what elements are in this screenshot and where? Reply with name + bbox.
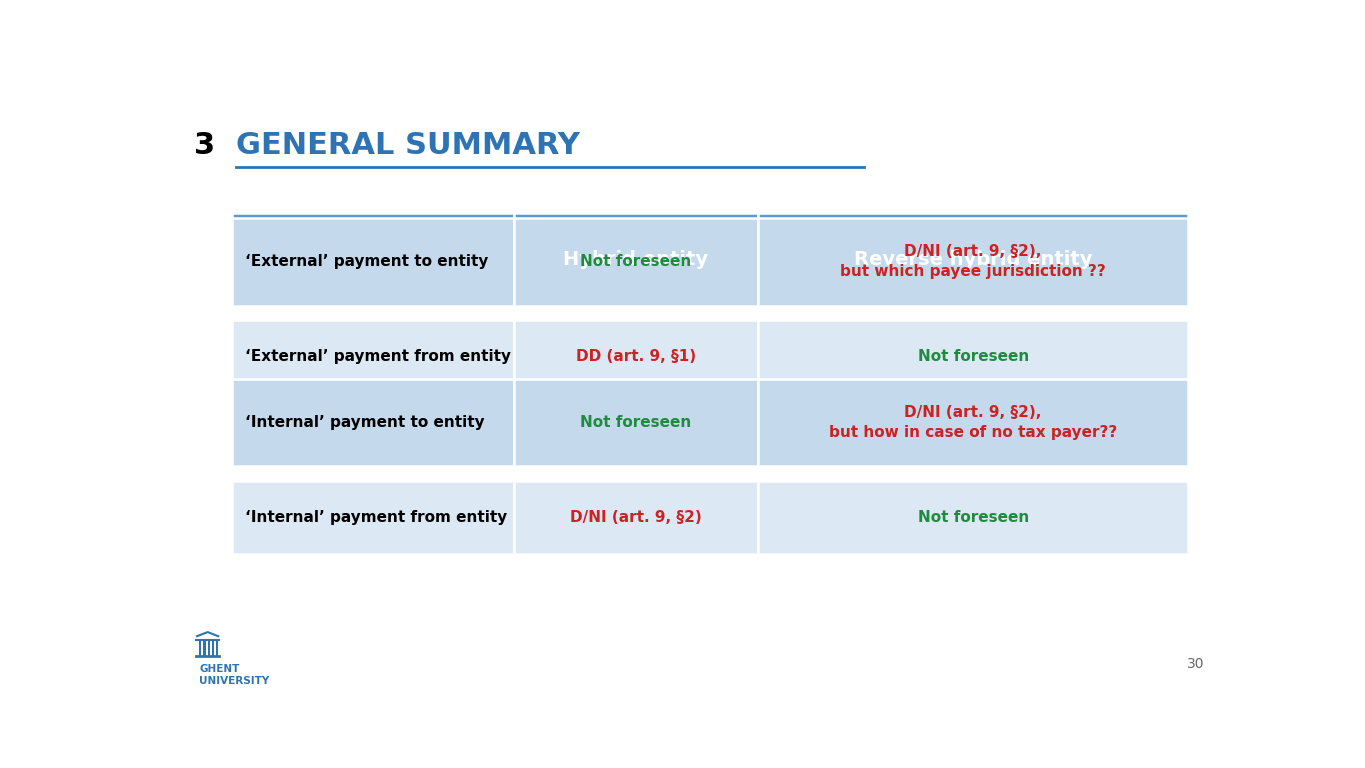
FancyBboxPatch shape	[212, 641, 214, 656]
FancyBboxPatch shape	[232, 319, 515, 393]
Text: DD (art. 9, §1): DD (art. 9, §1)	[576, 349, 696, 364]
Text: Reverse hybrid entity: Reverse hybrid entity	[854, 250, 1092, 269]
FancyBboxPatch shape	[207, 641, 210, 656]
FancyBboxPatch shape	[199, 641, 201, 656]
Text: D/NI (art. 9, §2): D/NI (art. 9, §2)	[571, 510, 702, 525]
Text: GHENT
UNIVERSITY: GHENT UNIVERSITY	[199, 664, 269, 687]
Text: D/NI (art. 9, §2),
but which payee jurisdiction ??: D/NI (art. 9, §2), but which payee juris…	[841, 244, 1106, 280]
FancyBboxPatch shape	[515, 481, 758, 554]
FancyBboxPatch shape	[232, 218, 515, 306]
FancyBboxPatch shape	[758, 214, 1189, 306]
FancyBboxPatch shape	[515, 319, 758, 393]
FancyBboxPatch shape	[232, 379, 515, 466]
FancyBboxPatch shape	[515, 214, 758, 306]
FancyBboxPatch shape	[758, 481, 1189, 554]
FancyBboxPatch shape	[232, 214, 515, 306]
Text: 3: 3	[194, 131, 216, 160]
FancyBboxPatch shape	[203, 641, 206, 656]
FancyBboxPatch shape	[232, 481, 515, 554]
FancyBboxPatch shape	[515, 218, 758, 306]
Text: ‘Internal’ payment to entity: ‘Internal’ payment to entity	[244, 415, 485, 430]
Text: Hybrid entity: Hybrid entity	[564, 250, 708, 269]
Text: ‘External’ payment to entity: ‘External’ payment to entity	[244, 254, 489, 270]
Text: D/NI (art. 9, §2),
but how in case of no tax payer??: D/NI (art. 9, §2), but how in case of no…	[829, 406, 1118, 440]
Text: Not foreseen: Not foreseen	[580, 254, 692, 270]
Text: Not foreseen: Not foreseen	[917, 510, 1029, 525]
Text: 30: 30	[1186, 657, 1204, 670]
Text: Not foreseen: Not foreseen	[580, 415, 692, 430]
Text: ‘External’ payment from entity: ‘External’ payment from entity	[244, 349, 511, 364]
Text: Not foreseen: Not foreseen	[917, 349, 1029, 364]
Text: GENERAL SUMMARY: GENERAL SUMMARY	[236, 131, 580, 160]
FancyBboxPatch shape	[758, 379, 1189, 466]
FancyBboxPatch shape	[515, 379, 758, 466]
FancyBboxPatch shape	[758, 218, 1189, 306]
Text: ‘Internal’ payment from entity: ‘Internal’ payment from entity	[244, 510, 506, 525]
FancyBboxPatch shape	[216, 641, 218, 656]
FancyBboxPatch shape	[758, 319, 1189, 393]
